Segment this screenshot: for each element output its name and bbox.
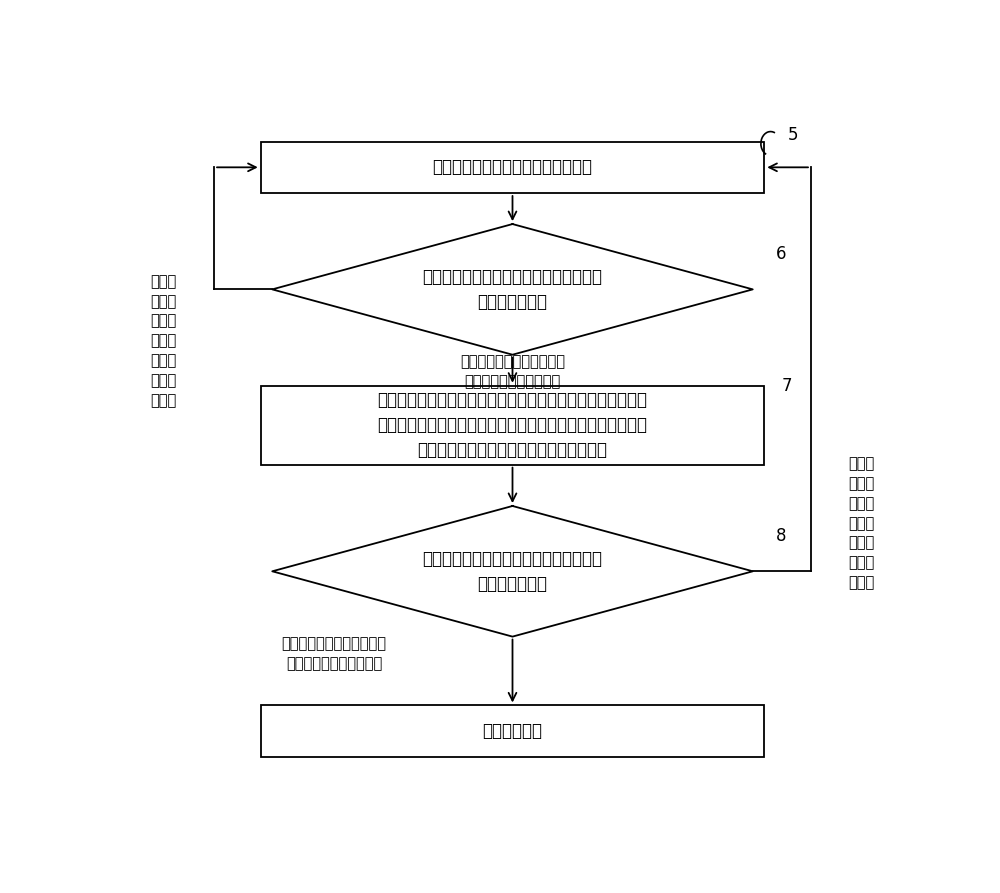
Polygon shape — [272, 506, 753, 637]
Text: 5: 5 — [788, 127, 798, 145]
Text: 检测液流电池所包括的各电堆的电压: 检测液流电池所包括的各电堆的电压 — [432, 158, 592, 176]
Text: 7: 7 — [781, 378, 792, 396]
Text: 当液流电池处于充电状态，降低液流电池的充电电压上限并调
整液流电池充电电流，当液流电池处于放电状态，提高液流电
池的放电电压下限并调整液流电池放电电流: 当液流电池处于充电状态，降低液流电池的充电电压上限并调 整液流电池充电电流，当液… — [378, 391, 648, 459]
Text: 液流电池停机: 液流电池停机 — [482, 722, 542, 740]
Bar — [261, 141, 764, 193]
Bar — [261, 705, 764, 757]
Text: 任意两
个电堆
电压之
间的差
值小于
第二电
压阈值: 任意两 个电堆 电压之 间的差 值小于 第二电 压阈值 — [848, 456, 874, 590]
Text: 任意两
个电堆
电压之
间的差
值小于
第一电
压阈值: 任意两 个电堆 电压之 间的差 值小于 第一电 压阈值 — [151, 274, 177, 408]
Text: 将任意两个电堆电压之间的差值与第二电
压阈值进行比较: 将任意两个电堆电压之间的差值与第二电 压阈值进行比较 — [422, 550, 602, 593]
Text: 8: 8 — [776, 527, 786, 545]
Text: 将任意两个电堆电压之间的差值与第一电
压阈值进行比较: 将任意两个电堆电压之间的差值与第一电 压阈值进行比较 — [422, 268, 602, 311]
Text: 6: 6 — [776, 245, 786, 263]
Polygon shape — [272, 224, 753, 355]
Text: 任意两个电堆电压之间的差
值大于等于第一电压阈值: 任意两个电堆电压之间的差 值大于等于第一电压阈值 — [460, 355, 565, 389]
Text: 任意两个电堆电压之间的差
值大于等于第二电压阈值: 任意两个电堆电压之间的差 值大于等于第二电压阈值 — [282, 637, 387, 672]
Bar — [261, 386, 764, 464]
